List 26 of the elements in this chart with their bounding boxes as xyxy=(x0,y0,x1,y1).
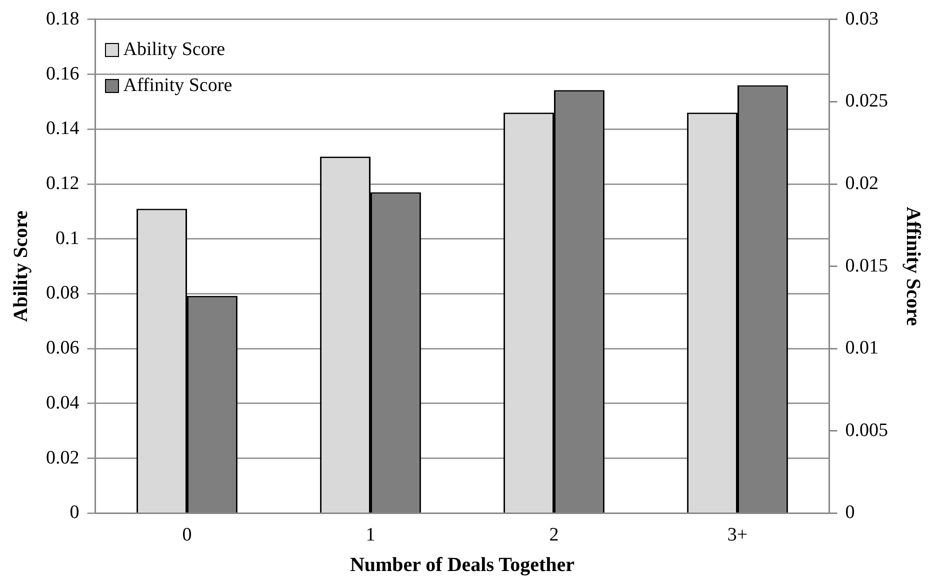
x-tick-label: 1 xyxy=(366,524,376,546)
y-tick-label: 0.08 xyxy=(46,282,80,304)
y-tick-label: 0 xyxy=(70,502,80,524)
y-tick-label: 0.16 xyxy=(46,63,80,84)
x-tick-label: 0 xyxy=(182,524,192,546)
y-tick-label: 0.14 xyxy=(46,118,80,140)
y-tick-label: 0.02 xyxy=(46,447,80,468)
y2-tick-label: 0.005 xyxy=(845,420,888,441)
y2-tick-label: 0.015 xyxy=(845,255,888,276)
x-tick-label: 2 xyxy=(549,524,559,546)
y-tick-label: 0.06 xyxy=(46,338,80,359)
y-tick-label: 0.18 xyxy=(46,8,80,30)
legend-label: Ability Score xyxy=(123,39,226,62)
x-axis-title: Number of Deals Together xyxy=(350,554,575,576)
y-axis-title: Ability Score xyxy=(10,210,32,322)
y-tick-label: 0.04 xyxy=(46,392,80,414)
y-tick-label: 0.1 xyxy=(56,228,80,249)
y2-tick-label: 0.02 xyxy=(845,172,878,194)
y2-tick-label: 0.03 xyxy=(845,8,878,30)
y2-tick-label: 0.01 xyxy=(845,338,878,359)
y2-axis-title: Affinity Score xyxy=(902,206,924,326)
y2-tick-label: 0.025 xyxy=(845,90,888,112)
y-tick-label: 0.12 xyxy=(46,172,80,194)
x-tick-label: 3+ xyxy=(727,524,748,546)
y2-tick-label: 0 xyxy=(845,502,855,524)
legend-label: Affinity Score xyxy=(123,75,232,98)
